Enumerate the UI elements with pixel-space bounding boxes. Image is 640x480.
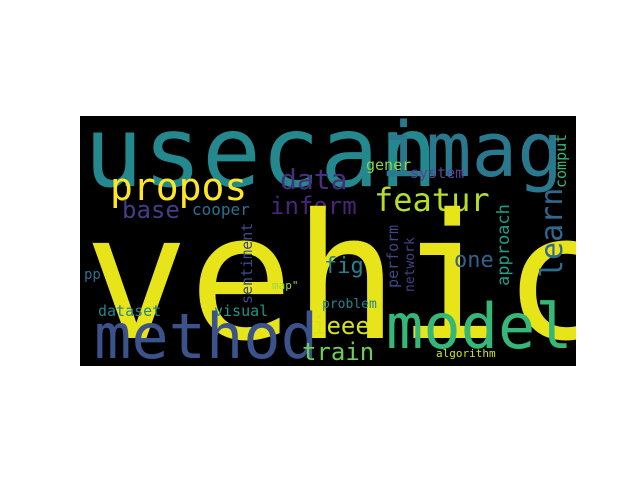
- word-inform: inform: [270, 192, 357, 220]
- word-imag: imag: [380, 116, 564, 194]
- word-cloud: usecan imag propos data featur base info…: [80, 116, 576, 366]
- word-perform: perform: [384, 224, 402, 288]
- word-propos: propos: [110, 165, 248, 209]
- word-comput: comput: [552, 133, 570, 188]
- word-algorithm: algorithm: [436, 347, 496, 360]
- word-data: data: [280, 163, 348, 196]
- word-base: base: [122, 196, 180, 224]
- word-cooper: cooper: [192, 200, 250, 219]
- word-approach: approach: [494, 204, 514, 286]
- word-ieee: ieee: [312, 312, 370, 340]
- word-learn: learn: [535, 187, 570, 278]
- word-network: network: [403, 237, 418, 292]
- word-featur: featur: [374, 181, 490, 219]
- word-one: one: [454, 248, 494, 273]
- word-usecan: usecan: [84, 116, 439, 210]
- word-pp: pp: [84, 267, 101, 283]
- word-fig: fig: [324, 254, 364, 279]
- word-train: train: [302, 338, 375, 366]
- word-method: method: [94, 300, 318, 367]
- word-vehicl: vehicl: [84, 177, 576, 366]
- word-map: map": [272, 279, 299, 292]
- word-model: model: [386, 290, 573, 363]
- word-system: system: [410, 164, 465, 182]
- word-visual: visual: [214, 302, 269, 320]
- word-dataset: dataset: [98, 302, 162, 320]
- word-problem: problem: [322, 297, 377, 312]
- word-sentiment: sentiment: [238, 222, 256, 304]
- word-gener: gener: [366, 156, 412, 174]
